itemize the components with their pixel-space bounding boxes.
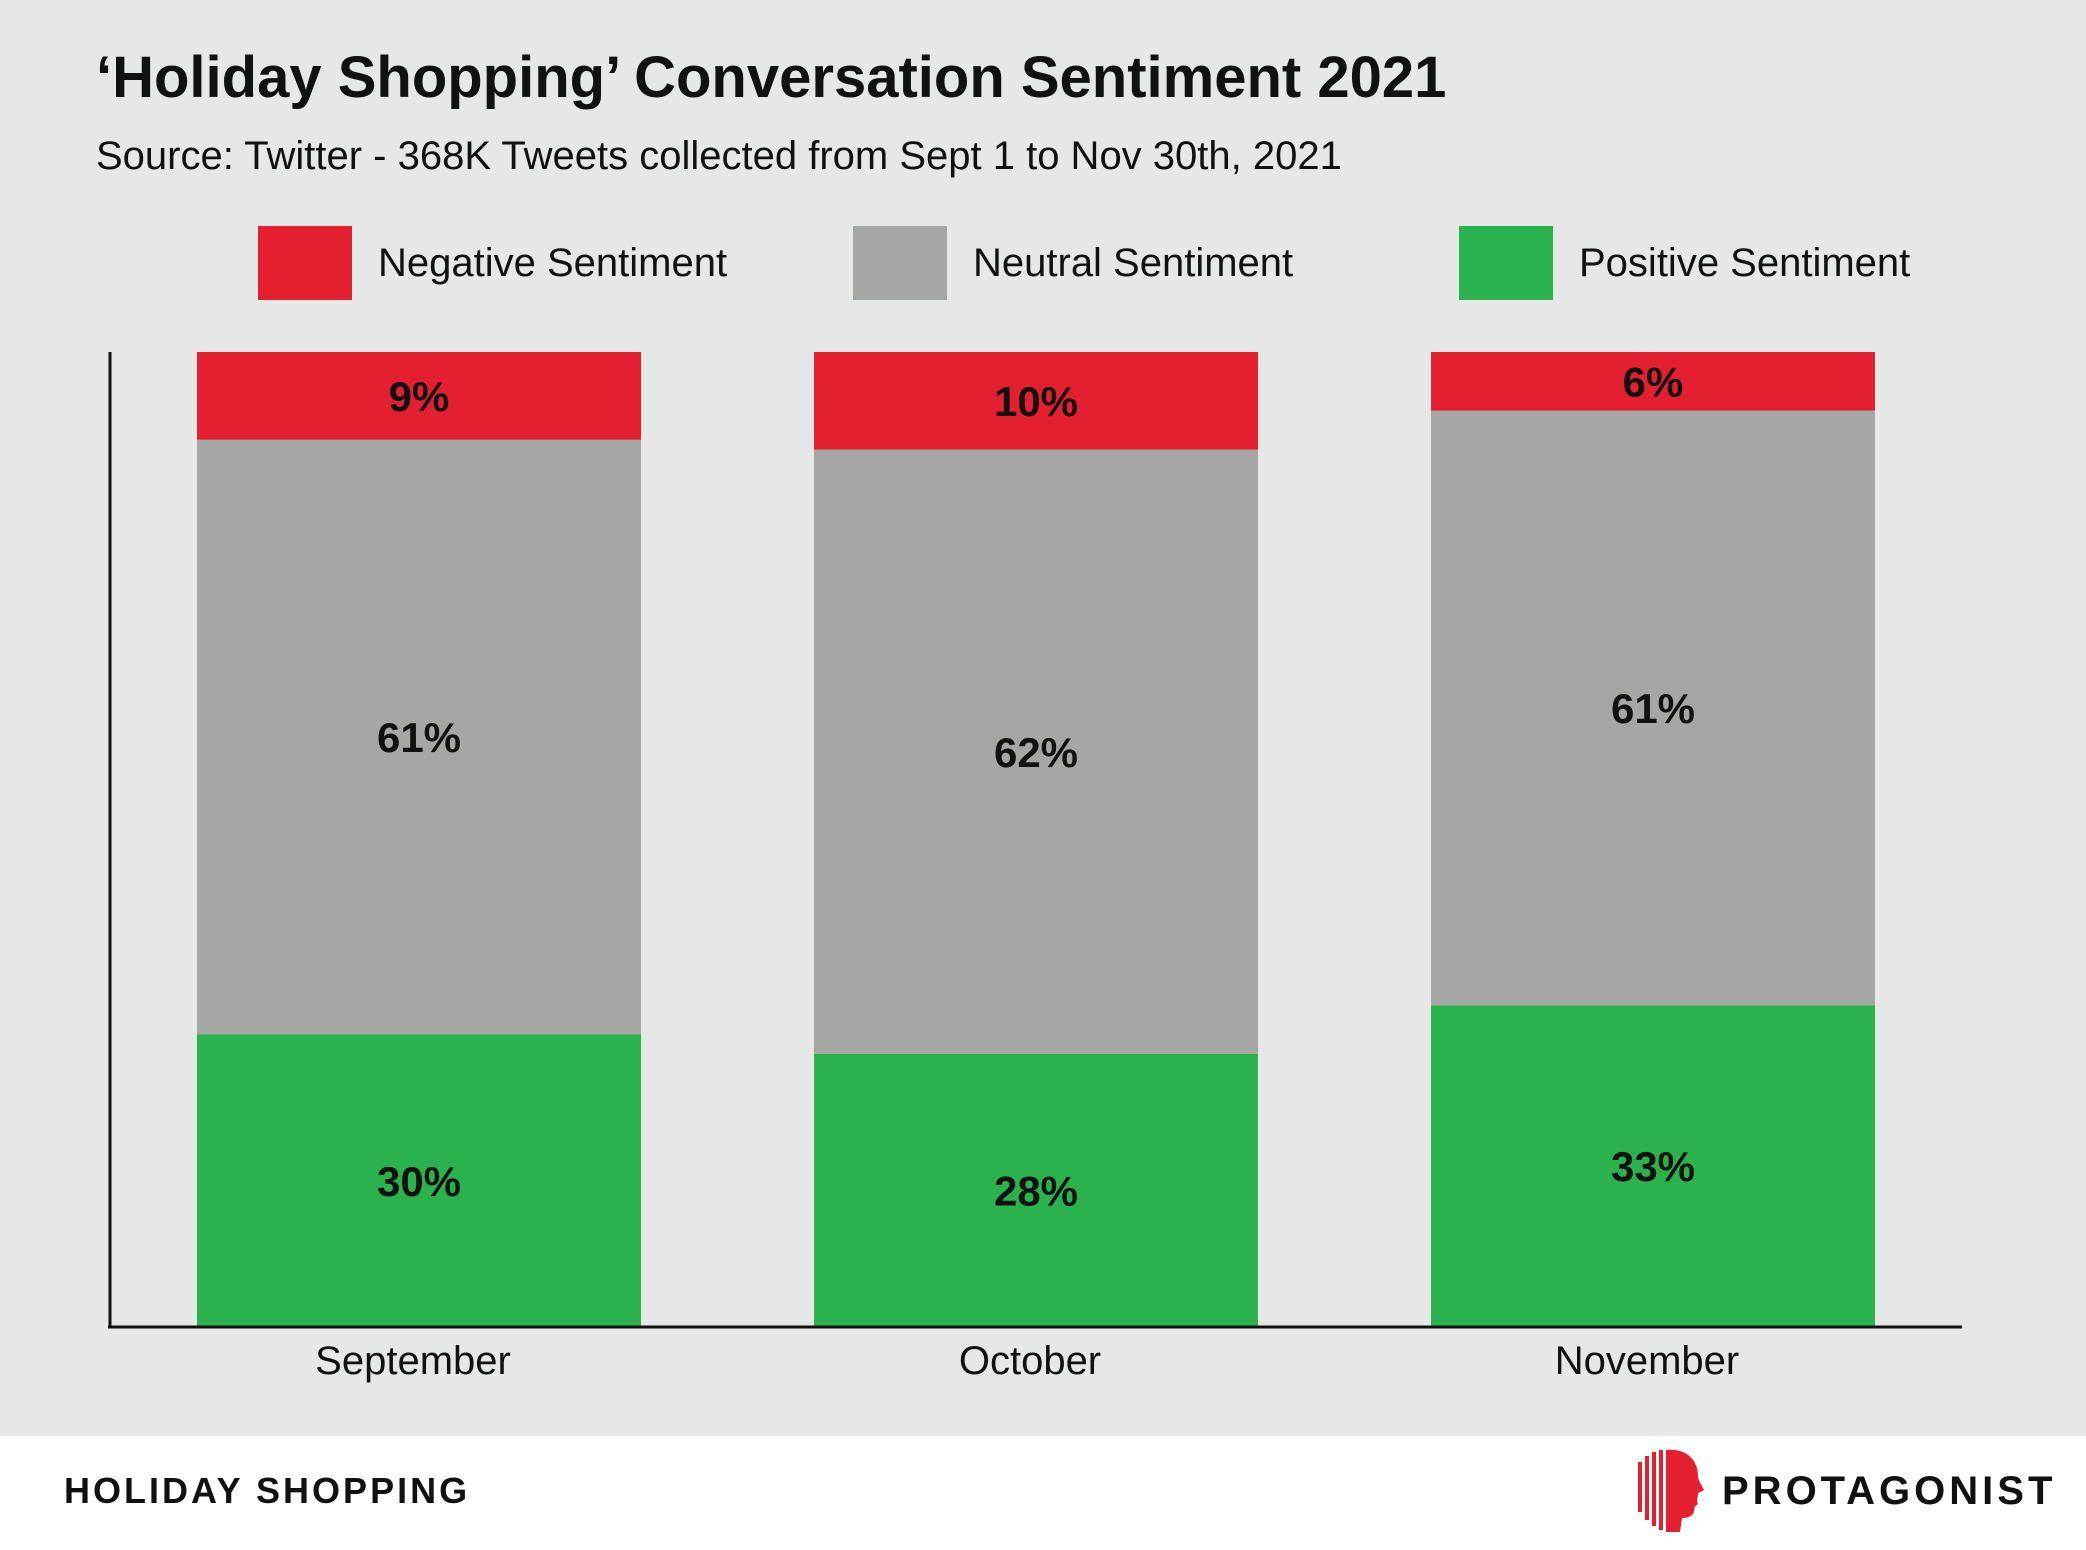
bar-labels-group: 30% 61% 9% 28% 62% 10% 33% 61% 6% xyxy=(377,358,1695,1214)
bar-segment-positive-october xyxy=(814,1054,1258,1327)
head-profile-icon xyxy=(1638,1449,1704,1532)
bar-segment-neutral-november xyxy=(1431,410,1875,1006)
x-tick-labels-group: September October November xyxy=(315,1339,1739,1383)
data-label-positive-october: 28% xyxy=(994,1168,1078,1215)
legend-swatch-negative xyxy=(258,226,352,300)
bar-segment-negative-october xyxy=(814,352,1258,450)
x-tick-label-october: October xyxy=(959,1339,1101,1383)
chart-subtitle: Source: Twitter - 368K Tweets collected … xyxy=(96,134,1342,178)
bar-segment-neutral-september xyxy=(197,439,641,1035)
bar-segment-negative-september xyxy=(197,352,641,440)
data-label-positive-november: 33% xyxy=(1611,1143,1695,1190)
legend-swatch-positive xyxy=(1459,226,1553,300)
bar-segment-positive-november xyxy=(1431,1005,1875,1327)
bar-segment-neutral-october xyxy=(814,449,1258,1054)
brand-name: PROTAGONIST xyxy=(1722,1468,2057,1513)
bar-segment-positive-september xyxy=(197,1034,641,1327)
legend-label-negative: Negative Sentiment xyxy=(378,240,728,285)
legend-swatch-neutral xyxy=(853,226,947,300)
chart-title: ‘Holiday Shopping’ Conversation Sentimen… xyxy=(96,45,1447,110)
x-tick-label-november: November xyxy=(1555,1339,1740,1383)
x-tick-label-september: September xyxy=(315,1339,511,1383)
data-label-neutral-october: 62% xyxy=(994,729,1078,776)
legend-label-positive: Positive Sentiment xyxy=(1579,240,1911,285)
stacked-bar-chart: 30% 61% 9% 28% 62% 10% 33% 61% 6% September Octob… xyxy=(108,352,1962,1383)
data-label-positive-september: 30% xyxy=(377,1158,461,1205)
data-label-negative-september: 9% xyxy=(389,373,450,420)
legend-item-neutral: Neutral Sentiment xyxy=(853,226,1293,300)
bars-group xyxy=(197,352,1875,1327)
data-label-negative-october: 10% xyxy=(994,378,1078,425)
data-label-neutral-september: 61% xyxy=(377,714,461,761)
footer-section-label: HOLIDAY SHOPPING xyxy=(64,1470,471,1511)
data-label-negative-november: 6% xyxy=(1623,358,1684,405)
data-label-neutral-november: 61% xyxy=(1611,685,1695,732)
bar-segment-negative-november xyxy=(1431,352,1875,411)
legend-label-neutral: Neutral Sentiment xyxy=(973,240,1294,285)
legend-item-negative: Negative Sentiment xyxy=(258,226,727,300)
legend-item-positive: Positive Sentiment xyxy=(1459,226,1910,300)
brand-logo: PROTAGONIST xyxy=(1636,1446,2056,1536)
